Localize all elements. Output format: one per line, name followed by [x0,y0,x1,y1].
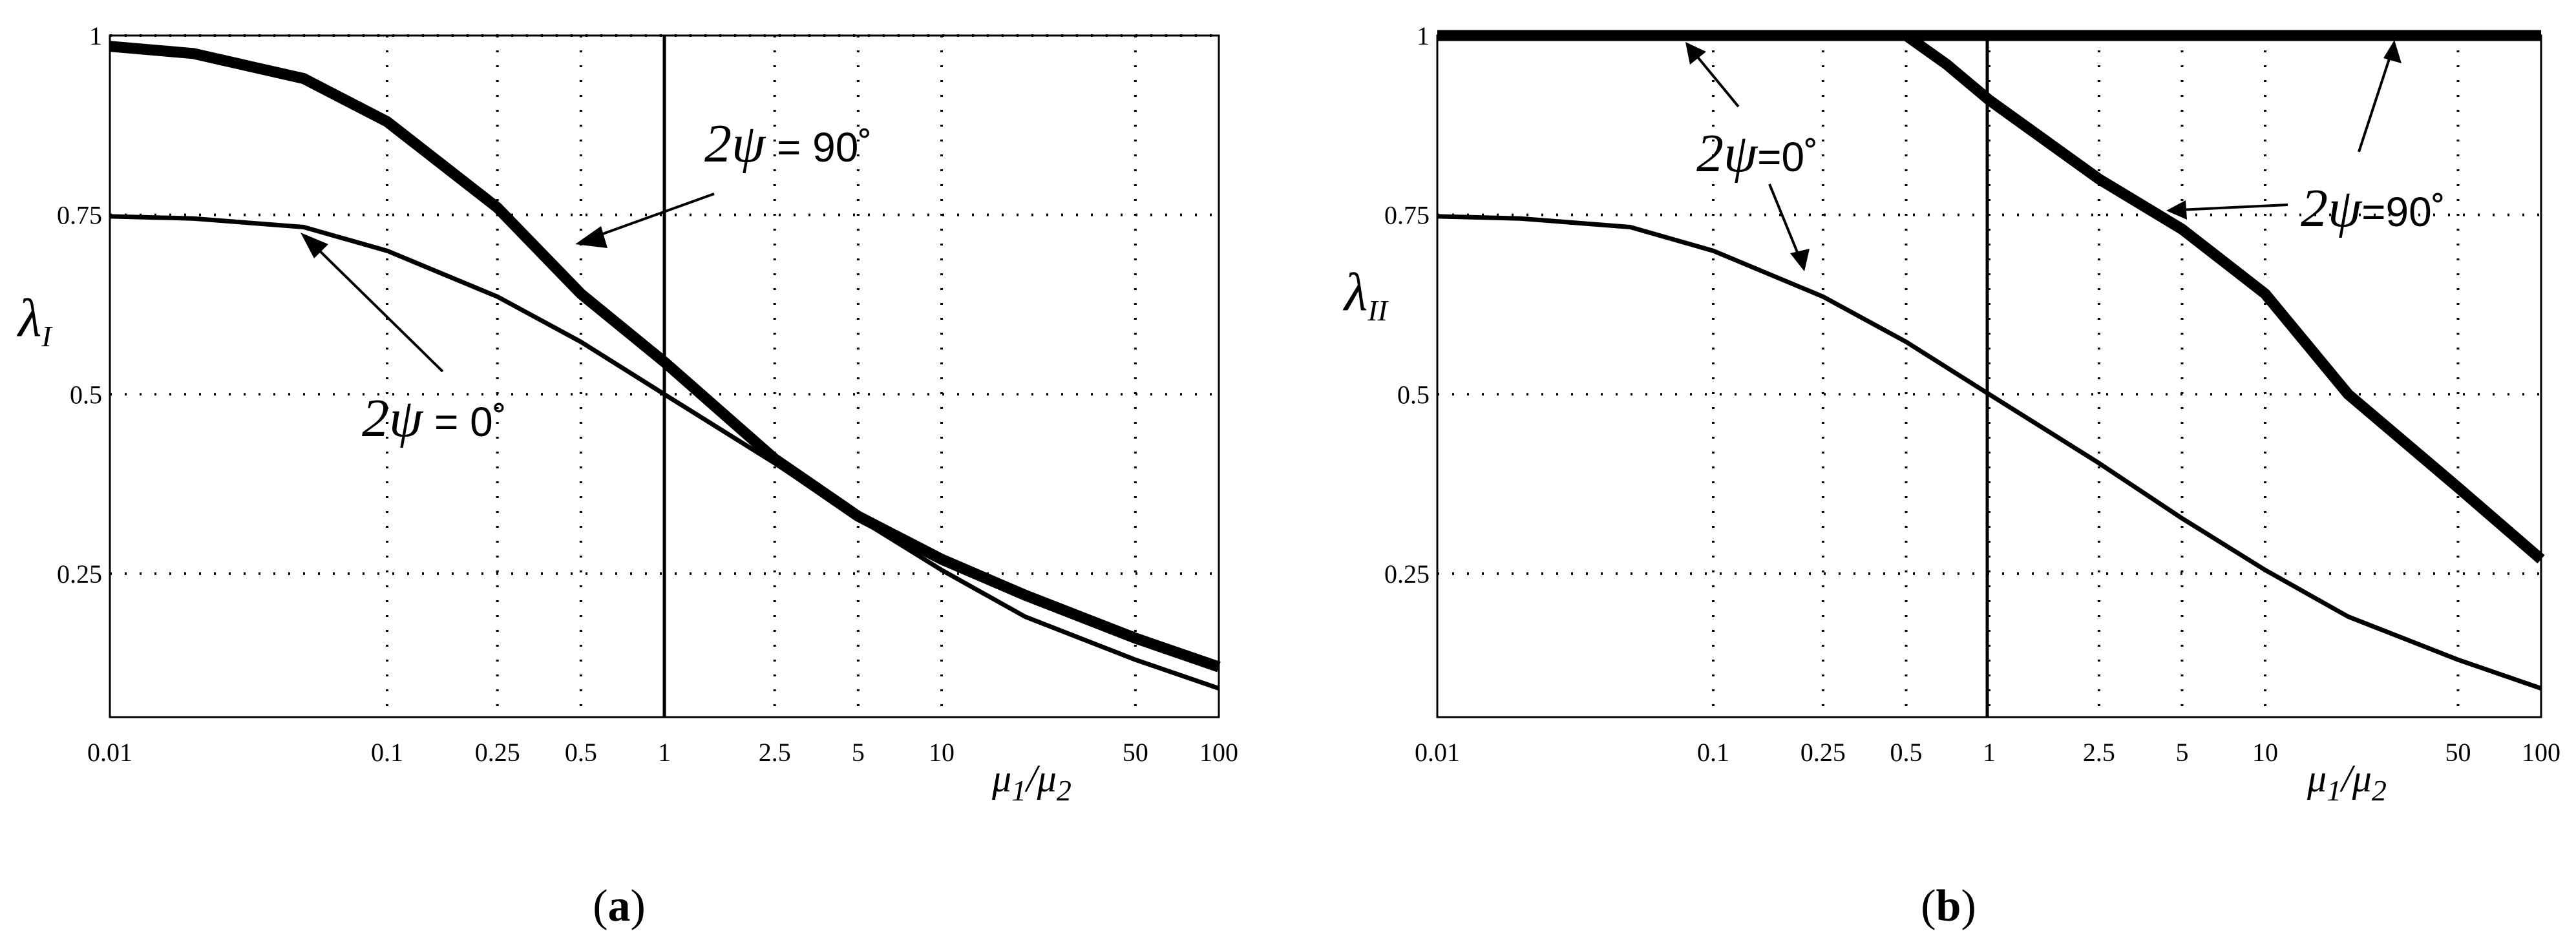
y-tick-label: 1 [89,21,102,50]
series-b [1437,30,2545,691]
plot-frame-b [1436,34,2542,718]
y-ticks-b: 0.25 0.5 0.75 1 [1384,21,1430,589]
x-tick-label: 0.25 [1800,738,1846,767]
x-tick-label: 10 [929,738,955,767]
x-tick-label: 50 [1123,738,1148,767]
y-tick-label: 0.25 [1384,559,1430,589]
x-tick-label: 2.5 [2083,738,2115,767]
x-tick-label: 2.5 [759,738,791,767]
grid-b [1437,34,2541,717]
y-axis-label-b: λII [1342,262,1389,327]
x-tick-label: 0.25 [475,738,520,767]
x-axis-label-b: μ1/μ2 [2307,757,2387,807]
chart-panel-a: 0.01 0.1 0.25 0.5 1 2.5 5 10 50 100 0.250.50.751 … [16,21,1238,931]
x-tick-label: 0.1 [371,738,403,767]
chart-panel-b: 0.01 0.1 0.25 0.5 1 2.5 5 10 50 100 0.250.50.751 … [1342,21,2560,931]
y-tick-label: 0.25 [57,559,102,589]
series-line-b-1 [1903,31,2545,564]
plot-frame-a [109,34,1220,718]
x-tick-label: 0.1 [1697,738,1729,767]
x-tick-label: 100 [1199,738,1238,767]
x-tick-label: 100 [2522,738,2560,767]
arrow-b-0-down [1768,183,1810,271]
y-axis-label-a: λI [16,288,53,353]
series-a [109,41,1221,691]
y-tick-label: 0.5 [70,380,102,409]
x-tick-label: 0.5 [1890,738,1922,767]
y-tick-label: 0.5 [1397,380,1430,409]
y-tick-label: 0.75 [1384,201,1430,230]
x-tick-label: 0.01 [87,738,132,767]
x-tick-label: 5 [2175,738,2188,767]
panel-caption-b: (b) [1921,881,1976,931]
x-tick-label: 5 [852,738,865,767]
annotation-a-0: 2ψ = 0˚ [362,388,507,448]
annotation-a-90: 2ψ = 90˚ [704,114,872,174]
arrow-a-0 [301,233,444,373]
x-ticks-b: 0.01 0.1 0.25 0.5 1 2.5 5 10 50 100 [1415,738,2560,767]
x-tick-label: 0.01 [1415,738,1460,767]
series-line-a-1 [109,214,1220,691]
x-tick-label: 0.5 [565,738,597,767]
x-tick-label: 1 [1983,738,1996,767]
arrow-b-90-left [2166,200,2288,220]
x-axis-label-a: μ1/μ2 [991,757,1072,807]
x-tick-label: 10 [2252,738,2278,767]
x-tick-label: 50 [2445,738,2471,767]
y-ticks-a: 0.25 0.5 0.75 1 [57,21,102,589]
series-line-a-0 [109,41,1221,673]
annotation-b-90: 2ψ=90˚ [2301,178,2445,238]
arrow-a-90 [575,193,715,248]
annotation-b-0: 2ψ=0˚ [1696,123,1818,183]
panel-caption-a: (a) [593,881,646,931]
arrow-b-90-up [2358,40,2402,152]
arrow-b-0-up [1685,42,1740,108]
x-tick-label: 1 [658,738,671,767]
x-ticks-a: 0.01 0.1 0.25 0.5 1 2.5 5 10 50 100 [87,738,1238,767]
y-tick-label: 0.75 [57,201,102,230]
series-line-b-2 [1437,214,2542,691]
y-tick-label: 1 [1417,21,1430,50]
